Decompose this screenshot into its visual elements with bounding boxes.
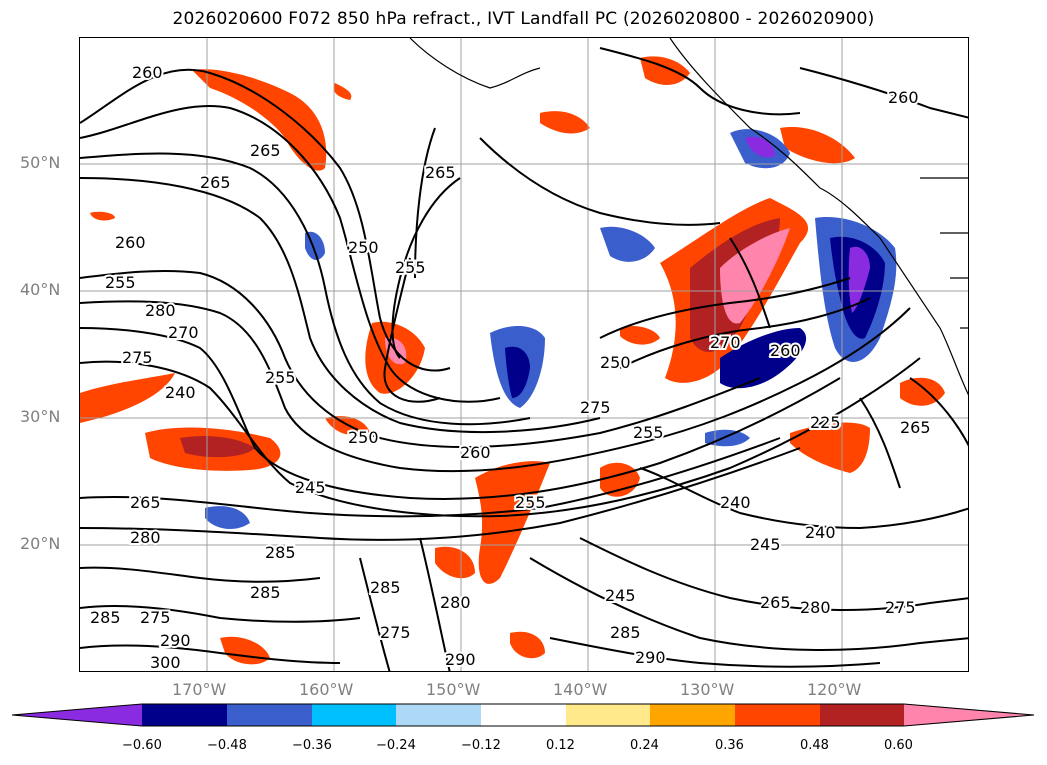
colorbar-tick-label: −0.48 [207, 738, 247, 753]
contour-label: 265 [200, 173, 231, 192]
colorbar-tick-label: 0.48 [800, 738, 829, 753]
colorbar-tick-label: 0.36 [715, 738, 744, 753]
colorbar-tick-label: −0.12 [461, 738, 501, 753]
contour-label: 290 [635, 648, 666, 667]
positive-anomaly-shading [80, 56, 945, 665]
colorbar [11, 703, 1035, 727]
colorbar-tick-label: −0.60 [122, 738, 162, 753]
contour-label: 260 [115, 233, 146, 252]
colorbar-extend-high [904, 704, 1034, 726]
contour-label: 275 [580, 398, 611, 417]
colorbar-segment [820, 704, 904, 726]
contour-label: 300 [150, 653, 181, 672]
colorbar-segment [312, 704, 396, 726]
contour-label: 265 [760, 593, 791, 612]
contour-label: 260 [132, 63, 163, 82]
lon-label-140w: 140°W [553, 680, 608, 699]
colorbar-segment [227, 704, 312, 726]
contour-label: 250 [600, 353, 631, 372]
contour-label: 240 [165, 383, 196, 402]
contour-label: 255 [515, 493, 546, 512]
contour-label: 270 [168, 323, 199, 342]
colorbar-segment [396, 704, 481, 726]
contour-label: 255 [105, 273, 136, 292]
contour-label: 245 [295, 478, 326, 497]
contour-label: 290 [445, 650, 476, 669]
colorbar-segment [735, 704, 820, 726]
contour-label: 280 [440, 593, 471, 612]
lon-label-120w: 120°W [807, 680, 862, 699]
contour-label: 275 [380, 623, 411, 642]
contour-label: 280 [800, 598, 831, 617]
contour-label: 260 [770, 341, 801, 360]
colorbar-outline [11, 703, 1035, 727]
lat-label-50n: 50°N [20, 153, 61, 172]
contour-label: 280 [130, 528, 161, 547]
contour-label: 275 [140, 608, 171, 627]
contour-label: 290 [160, 631, 191, 650]
contour-label: 245 [750, 535, 781, 554]
contour-label: 270 [710, 333, 741, 352]
colorbar-tick-label: −0.36 [292, 738, 332, 753]
contour-label: 255 [265, 368, 296, 387]
contour-label: 265 [900, 418, 931, 437]
colorbar-segment [481, 704, 566, 726]
contour-label: 240 [720, 493, 751, 512]
colorbar-segment [650, 704, 735, 726]
contour-label: 250 [348, 238, 379, 257]
contour-label: 285 [90, 608, 121, 627]
colorbar-segment [142, 704, 227, 726]
map-panel: 260 265 265 265 250 255 260 255 280 270 275 240 255 2… [79, 37, 969, 672]
negative-anomaly-shading [205, 129, 897, 530]
lat-label-20n: 20°N [20, 534, 61, 553]
contour-label: 255 [395, 258, 426, 277]
refractivity-contours [80, 47, 968, 671]
coastline [409, 38, 968, 396]
lon-label-150w: 150°W [426, 680, 481, 699]
lat-label-30n: 30°N [20, 407, 61, 426]
contour-label: 280 [145, 301, 176, 320]
contour-label: 285 [370, 578, 401, 597]
contour-label: 245 [605, 586, 636, 605]
lat-label-40n: 40°N [20, 280, 61, 299]
lon-label-170w: 170°W [172, 680, 227, 699]
colorbar-tick-label: −0.24 [376, 738, 416, 753]
contour-label: 285 [250, 583, 281, 602]
colorbar-tick-label: 0.12 [546, 738, 575, 753]
contour-label: 250 [348, 428, 379, 447]
contour-label: 275 [885, 598, 916, 617]
contour-label: 265 [425, 163, 456, 182]
map-canvas: 260 265 265 265 250 255 260 255 280 270 275 240 255 2… [80, 38, 968, 672]
contour-label: 265 [130, 493, 161, 512]
contour-label: 275 [122, 348, 153, 367]
contour-label: 240 [805, 523, 836, 542]
colorbar-tick-label: 0.60 [884, 738, 913, 753]
contour-label: 225 [810, 413, 841, 432]
contour-label: 255 [633, 423, 664, 442]
contour-label: 265 [250, 141, 281, 160]
colorbar-tick-label: 0.24 [630, 738, 659, 753]
contour-label: 285 [265, 543, 296, 562]
colorbar-segment [566, 704, 650, 726]
contour-label: 260 [460, 443, 491, 462]
contour-label-group: 260 265 265 265 250 255 260 255 280 270 275 240 255 2… [88, 61, 933, 672]
lon-label-130w: 130°W [680, 680, 735, 699]
contour-label: 285 [610, 623, 641, 642]
map-title: 2026020600 F072 850 hPa refract., IVT La… [172, 9, 875, 29]
colorbar-extend-low [12, 704, 142, 726]
lon-label-160w: 160°W [299, 680, 354, 699]
contour-label: 260 [888, 88, 919, 107]
